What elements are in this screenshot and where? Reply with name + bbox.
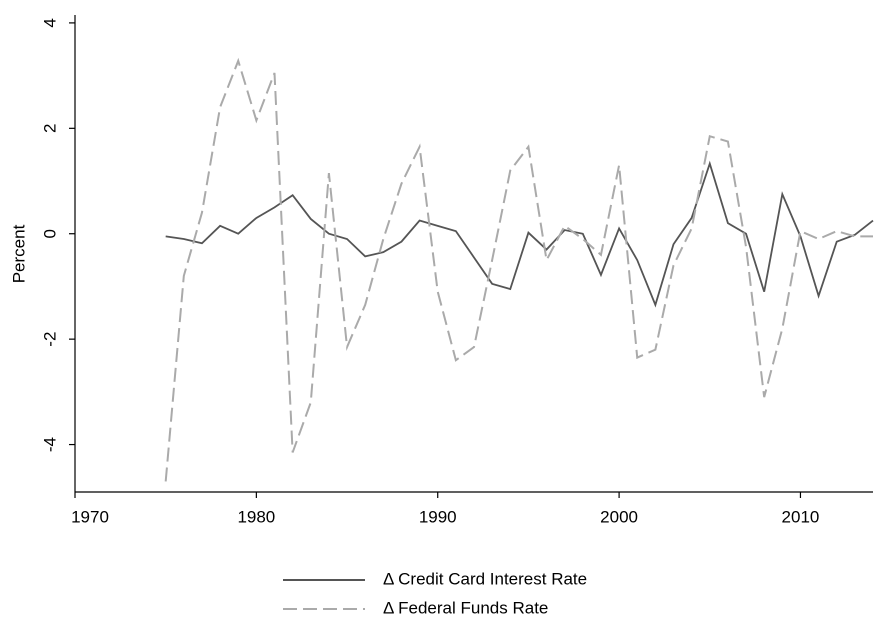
x-tick-label: 1990 — [419, 507, 457, 526]
legend-label: Δ Credit Card Interest Rate — [383, 569, 587, 588]
y-tick-label: 0 — [40, 229, 59, 238]
series-line — [165, 160, 874, 308]
y-axis-label: Percent — [9, 224, 28, 283]
y-tick-label: -4 — [40, 437, 59, 452]
y-tick-label: 2 — [40, 124, 59, 133]
x-tick-label: 1980 — [237, 507, 275, 526]
y-tick-label: -2 — [40, 332, 59, 347]
y-tick-label: 4 — [40, 18, 59, 27]
legend-label: Δ Federal Funds Rate — [383, 598, 548, 617]
series-line — [164, 57, 873, 482]
x-tick-label: 2010 — [782, 507, 820, 526]
x-tick-label: 2000 — [600, 507, 638, 526]
x-tick-label: 1970 — [71, 507, 109, 526]
